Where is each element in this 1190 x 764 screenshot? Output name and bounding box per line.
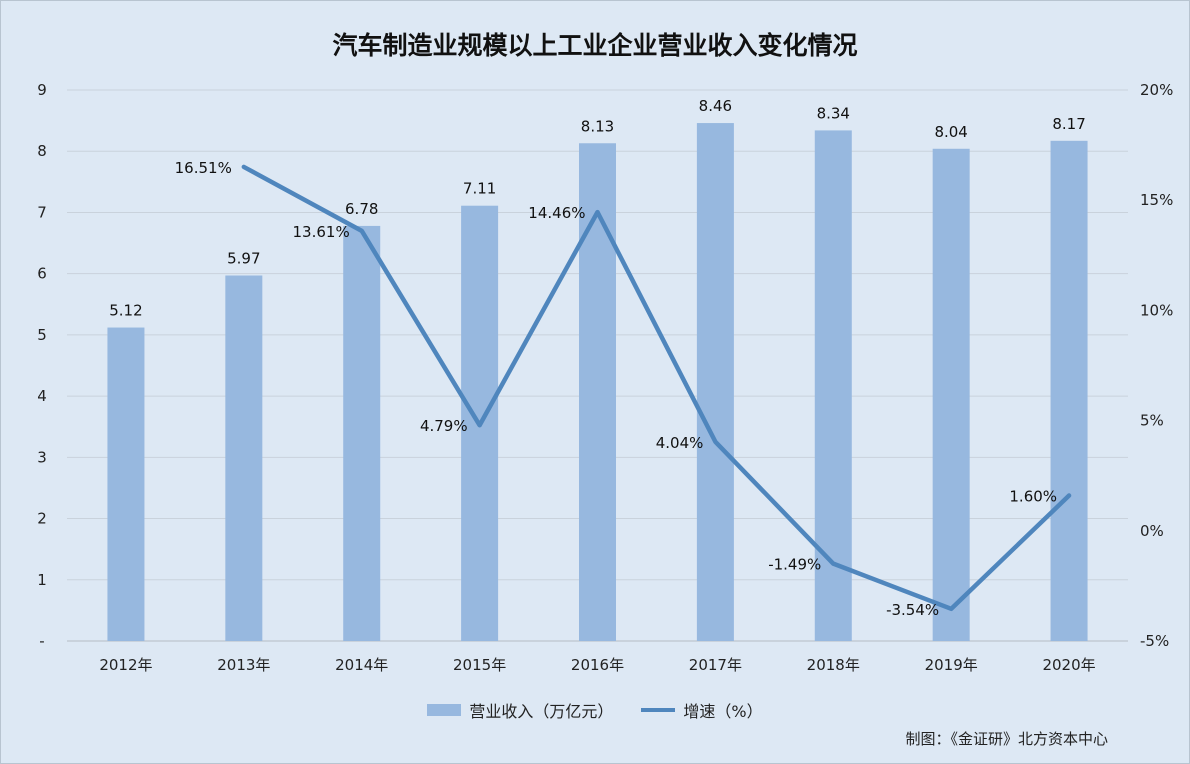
legend-swatch-line (641, 708, 676, 712)
bar (579, 143, 616, 641)
left-tick-label: 2 (37, 510, 47, 528)
right-tick-label: 10% (1140, 301, 1173, 319)
left-tick-label: 4 (37, 387, 47, 405)
legend-label-revenue: 营业收入（万亿元） (469, 702, 614, 721)
left-tick-label: 5 (37, 326, 47, 344)
x-tick-label: 2015年 (453, 656, 506, 674)
chart-title: 汽车制造业规模以上工业企业营业收入变化情况 (332, 31, 858, 60)
bar-value-label: 5.97 (227, 250, 260, 268)
line-value-label: -3.54% (886, 601, 939, 619)
bar (343, 225, 381, 641)
bar-value-label: 8.13 (581, 117, 614, 135)
left-tick-label: 6 (37, 265, 47, 283)
bar (814, 130, 852, 641)
right-tick-label: -5% (1140, 632, 1169, 650)
x-tick-label: 2018年 (807, 656, 860, 674)
right-tick-label: 20% (1140, 81, 1173, 99)
line-value-label: 13.61% (293, 223, 350, 241)
x-tick-label: 2019年 (925, 656, 978, 674)
legend-swatch-bar (427, 704, 462, 716)
x-tick-label: 2014年 (335, 656, 388, 674)
right-tick-label: 0% (1140, 522, 1164, 540)
bar-value-label: 8.17 (1052, 115, 1085, 133)
bar-value-label: 6.78 (345, 200, 378, 218)
bar (107, 327, 145, 641)
legend: 营业收入（万亿元） 增速（%） (0, 698, 1190, 722)
x-tick-label: 2012年 (99, 656, 152, 674)
right-tick-label: 15% (1140, 191, 1173, 209)
x-tick-label: 2017年 (689, 656, 742, 674)
x-tick-label: 2016年 (571, 656, 624, 674)
line-value-label: 4.04% (656, 434, 704, 452)
legend-label-growth: 增速（%） (683, 702, 763, 721)
growth-line (241, 164, 1072, 612)
line-value-label: 14.46% (528, 204, 585, 222)
legend-item-revenue: 营业收入（万亿元） (427, 698, 613, 722)
bar-value-label: 7.11 (463, 180, 496, 198)
left-tick-label: 9 (37, 81, 47, 99)
bar-value-label: 8.04 (934, 123, 967, 141)
left-tick-label: 1 (37, 571, 47, 589)
bar (696, 123, 734, 641)
bar (1050, 140, 1088, 641)
right-tick-label: 5% (1140, 412, 1164, 430)
line-value-label: -1.49% (768, 556, 821, 574)
bar-value-label: 8.34 (817, 104, 850, 122)
line-value-label: 4.79% (420, 417, 468, 435)
x-tick-label: 2020年 (1042, 656, 1095, 674)
left-tick-label: 8 (37, 142, 47, 160)
bar (932, 148, 970, 642)
bar-value-label: 8.46 (699, 97, 732, 115)
line-value-label: 16.51% (175, 159, 232, 177)
x-tick-label: 2013年 (217, 656, 270, 674)
left-tick-label: 7 (37, 203, 47, 221)
legend-item-growth: 增速（%） (641, 698, 763, 722)
source-note: 制图：《金证研》北方资本中心 (905, 730, 1108, 748)
line-value-label: 1.60% (1009, 488, 1057, 506)
bar-value-label: 5.12 (109, 302, 142, 320)
left-tick-label: - (39, 632, 44, 650)
left-tick-label: 3 (37, 448, 47, 466)
bar (225, 275, 263, 641)
